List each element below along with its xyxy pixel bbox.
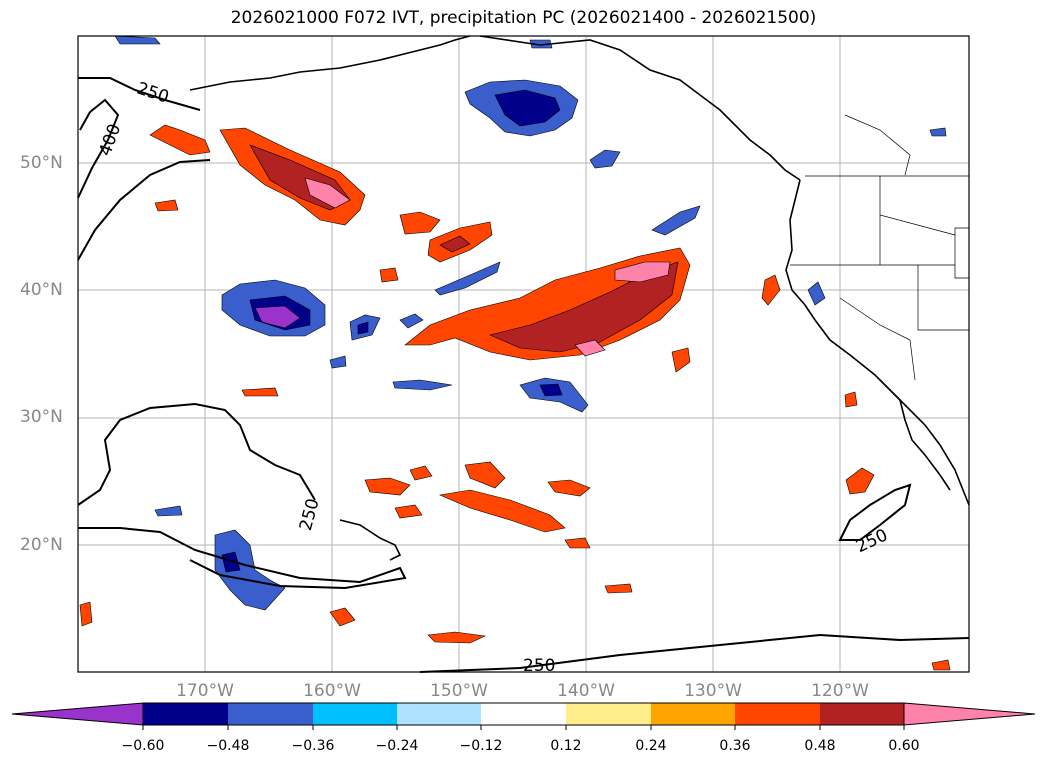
precip-blob-d: [438, 489, 566, 533]
precip-blob-n: [564, 537, 591, 549]
colorbar-tick: 0.48: [804, 738, 836, 754]
precip-blob-main-peak2: [574, 339, 606, 357]
precip-neg-c-core: [221, 551, 241, 573]
ivt-contours: [77, 77, 970, 673]
colorbar-tick: 0.12: [550, 738, 582, 754]
colorbar-tick: −0.24: [375, 738, 419, 754]
coast-alaska-south: [479, 35, 801, 181]
precip-blob-f: [364, 477, 411, 496]
precip-blob-l: [671, 347, 691, 373]
contour-label: 250: [523, 656, 555, 676]
lon-label-150w: 150°W: [430, 681, 488, 701]
precip-blob-j: [427, 631, 487, 644]
precip-blob-g: [409, 465, 433, 481]
precip-neg-o: [114, 35, 161, 45]
colorbar-extend-high: [903, 702, 1036, 726]
precip-neg-l: [529, 39, 553, 49]
precip-positive-areas: [79, 124, 951, 671]
precip-neg-i: [392, 379, 453, 391]
coast-north-pacific: [189, 35, 471, 91]
precip-blob-q: [241, 387, 279, 397]
lon-label-130w: 130°W: [684, 681, 742, 701]
precip-blob-a-core: [439, 235, 471, 253]
ivt-contour-south: [78, 527, 407, 590]
colorbar-tick: −0.48: [206, 738, 250, 754]
precip-neg-n: [329, 355, 347, 369]
precip-blob-t: [761, 274, 781, 306]
precip-neg-f: [651, 205, 701, 236]
colorbar-tick: 0.36: [719, 738, 751, 754]
precip-blob-main-core: [489, 261, 679, 353]
colorbar-extend-low: [11, 702, 144, 726]
lat-label-50n: 50°N: [20, 153, 63, 173]
lon-label-160w: 160°W: [303, 681, 361, 701]
precip-blob-s: [379, 267, 399, 283]
ivt-contour-bottom: [419, 633, 970, 673]
coast-baja: [879, 379, 951, 491]
precip-blob-m: [845, 467, 875, 495]
colorbar-tick: −0.12: [459, 738, 503, 754]
lon-label-170w: 170°W: [176, 681, 234, 701]
colorbar-tick: 0.60: [888, 738, 920, 754]
lat-label-30n: 30°N: [20, 407, 63, 427]
precip-blob-r: [154, 199, 179, 212]
precip-neg-e-core: [357, 321, 369, 335]
colorbar: [11, 702, 1036, 730]
precip-blob-c: [149, 124, 211, 156]
precip-blob-v: [931, 659, 951, 671]
lon-label-140w: 140°W: [557, 681, 615, 701]
precip-neg-g: [589, 149, 621, 169]
precip-neg-h: [434, 261, 501, 296]
ivt-contour-nw: [78, 77, 201, 111]
coast-west-us: [785, 179, 970, 506]
precip-neg-d-core: [539, 383, 563, 397]
precip-blob-main-peak1: [614, 261, 671, 283]
borders: [790, 114, 970, 381]
precip-blob-h: [547, 479, 591, 497]
lat-label-40n: 40°N: [20, 280, 63, 300]
lon-label-120w: 120°W: [811, 681, 869, 701]
precip-neg-m: [154, 505, 183, 517]
precip-neg-a-core: [494, 89, 561, 127]
precip-neg-j: [807, 281, 826, 306]
ivt-contour-nw-2: [77, 159, 211, 261]
precip-blob-e: [464, 461, 506, 489]
colorbar-tick: −0.36: [291, 738, 335, 754]
coastlines: [189, 35, 970, 561]
lat-label-20n: 20°N: [20, 535, 63, 555]
precip-blob-k: [329, 607, 356, 627]
precip-neg-c: [214, 529, 286, 611]
ivt-contour-400: [77, 98, 120, 199]
precip-blob-i: [394, 504, 423, 519]
colorbar-tick: −0.60: [121, 738, 165, 754]
precip-blob-p: [79, 601, 93, 627]
precip-neg-b-peak: [254, 305, 301, 329]
precip-negative-areas: [114, 35, 947, 611]
precip-neg-p: [929, 127, 947, 137]
colorbar-tick: 0.24: [635, 738, 667, 754]
precip-blob-b: [399, 211, 441, 235]
map-panel: 250 400 250 250 250: [77, 35, 970, 676]
ivt-contour-subtropical: [77, 402, 316, 506]
coast-hawaii: [339, 519, 402, 561]
ivt-contour-east: [838, 483, 912, 541]
precip-blob-u: [844, 391, 858, 408]
precip-blob-o: [604, 583, 633, 594]
map-title: 2026021000 F072 IVT, precipitation PC (2…: [230, 8, 817, 28]
precip-neg-k: [399, 313, 424, 329]
precip-blob-nw-peak: [304, 177, 351, 209]
